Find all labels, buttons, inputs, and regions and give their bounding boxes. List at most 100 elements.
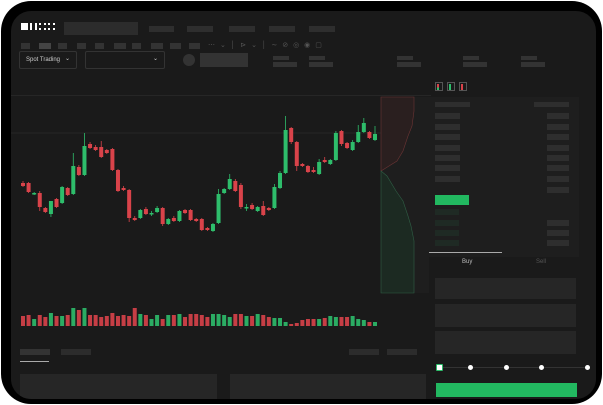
volume-bar xyxy=(250,316,255,326)
volume-bar xyxy=(289,324,294,326)
filter-button[interactable] xyxy=(349,349,379,355)
candle xyxy=(166,219,171,224)
tab-sell[interactable]: Sell xyxy=(536,259,547,265)
pair-name xyxy=(200,53,248,67)
ask-row[interactable] xyxy=(547,165,569,171)
ask-row[interactable] xyxy=(435,176,460,182)
slider-stop-100[interactable] xyxy=(585,365,590,370)
bid-row[interactable] xyxy=(435,240,459,246)
volume-bar xyxy=(71,308,76,326)
amount-slider[interactable] xyxy=(439,367,589,368)
tab-open-orders[interactable] xyxy=(20,349,50,355)
nav-item[interactable] xyxy=(149,26,174,32)
ask-row[interactable] xyxy=(547,124,569,130)
volume-bar xyxy=(350,316,355,326)
candle xyxy=(311,170,316,172)
volume-bar xyxy=(233,314,238,326)
candle xyxy=(272,187,277,208)
orderbook-view-icons[interactable] xyxy=(435,82,475,92)
candlestick-chart[interactable] xyxy=(11,11,596,399)
bid-row[interactable] xyxy=(547,230,569,236)
nav-item[interactable] xyxy=(229,26,255,32)
amount-input[interactable] xyxy=(435,304,576,327)
candle xyxy=(177,211,182,221)
pair-selector[interactable]: ⌄ xyxy=(85,51,165,69)
search-bar[interactable] xyxy=(64,22,138,35)
ask-row[interactable] xyxy=(547,134,569,140)
draw-tools-icon[interactable]: ⋯⌄│⊳⌄│∼⊘◎◉▢ xyxy=(208,42,327,49)
bid-row[interactable] xyxy=(435,209,459,215)
buy-button[interactable] xyxy=(436,383,577,397)
candle xyxy=(238,185,243,207)
nav-item[interactable] xyxy=(309,26,335,32)
orderbook-asks-icon xyxy=(459,82,467,91)
volume-bar xyxy=(322,318,327,326)
candle xyxy=(317,162,322,174)
slider-stop-75[interactable] xyxy=(539,365,544,370)
candle xyxy=(322,160,327,162)
ask-row[interactable] xyxy=(435,155,460,161)
price-input[interactable] xyxy=(435,278,576,299)
filter-button[interactable] xyxy=(387,349,417,355)
tab-order-history[interactable] xyxy=(61,349,91,355)
candle xyxy=(216,194,221,223)
volume-bar xyxy=(188,314,193,326)
volume-bar xyxy=(244,316,249,326)
volume-bar xyxy=(26,315,31,326)
volume-bar xyxy=(65,315,70,326)
ask-row[interactable] xyxy=(547,155,569,161)
last-price-highlight xyxy=(435,195,469,205)
ask-row[interactable] xyxy=(435,113,460,119)
candle xyxy=(328,160,333,164)
tab-buy[interactable]: Buy xyxy=(462,259,473,265)
volume-bar xyxy=(155,315,160,326)
nav-item[interactable] xyxy=(269,26,295,32)
ask-row[interactable] xyxy=(547,145,569,151)
ask-row[interactable] xyxy=(435,165,460,171)
candle xyxy=(194,219,199,221)
candle xyxy=(289,128,294,142)
candle xyxy=(127,190,132,218)
volume-bar xyxy=(278,318,283,326)
candle xyxy=(356,132,361,142)
ask-row[interactable] xyxy=(435,124,460,130)
candle xyxy=(339,131,344,144)
volume-bar xyxy=(121,315,126,326)
candle xyxy=(71,166,76,194)
tab-underline xyxy=(20,361,49,362)
bid-row[interactable] xyxy=(435,230,459,236)
slider-stop-25[interactable] xyxy=(468,365,473,370)
bid-row[interactable] xyxy=(435,220,459,226)
ask-row[interactable] xyxy=(547,113,569,119)
candle xyxy=(345,143,350,148)
candle xyxy=(233,181,238,191)
volume-bar xyxy=(88,315,93,326)
candle xyxy=(65,188,70,195)
candle xyxy=(99,147,104,157)
buy-tab-underline xyxy=(429,252,502,253)
candle xyxy=(132,218,137,220)
candle xyxy=(300,164,305,166)
volume-bar xyxy=(99,317,104,326)
candle xyxy=(333,133,338,160)
ask-row[interactable] xyxy=(547,176,569,182)
volume-bar xyxy=(311,319,316,326)
volume-bar xyxy=(238,314,243,326)
volume-bar xyxy=(43,317,48,326)
bid-row[interactable] xyxy=(547,240,569,246)
nav-item[interactable] xyxy=(187,26,213,32)
slider-stop-50[interactable] xyxy=(504,365,509,370)
ask-row[interactable] xyxy=(435,145,460,151)
slider-handle[interactable] xyxy=(436,364,443,371)
total-input[interactable] xyxy=(435,331,576,354)
depth-asks-area xyxy=(380,96,415,172)
volume-bar xyxy=(171,315,176,326)
bid-row[interactable] xyxy=(547,220,569,226)
candle xyxy=(104,150,109,153)
ask-row[interactable] xyxy=(435,134,460,140)
candle xyxy=(21,183,25,186)
volume-bar xyxy=(132,308,137,326)
volume-bar xyxy=(183,317,188,326)
market-selector[interactable]: Spot Trading ⌄ xyxy=(19,51,77,69)
